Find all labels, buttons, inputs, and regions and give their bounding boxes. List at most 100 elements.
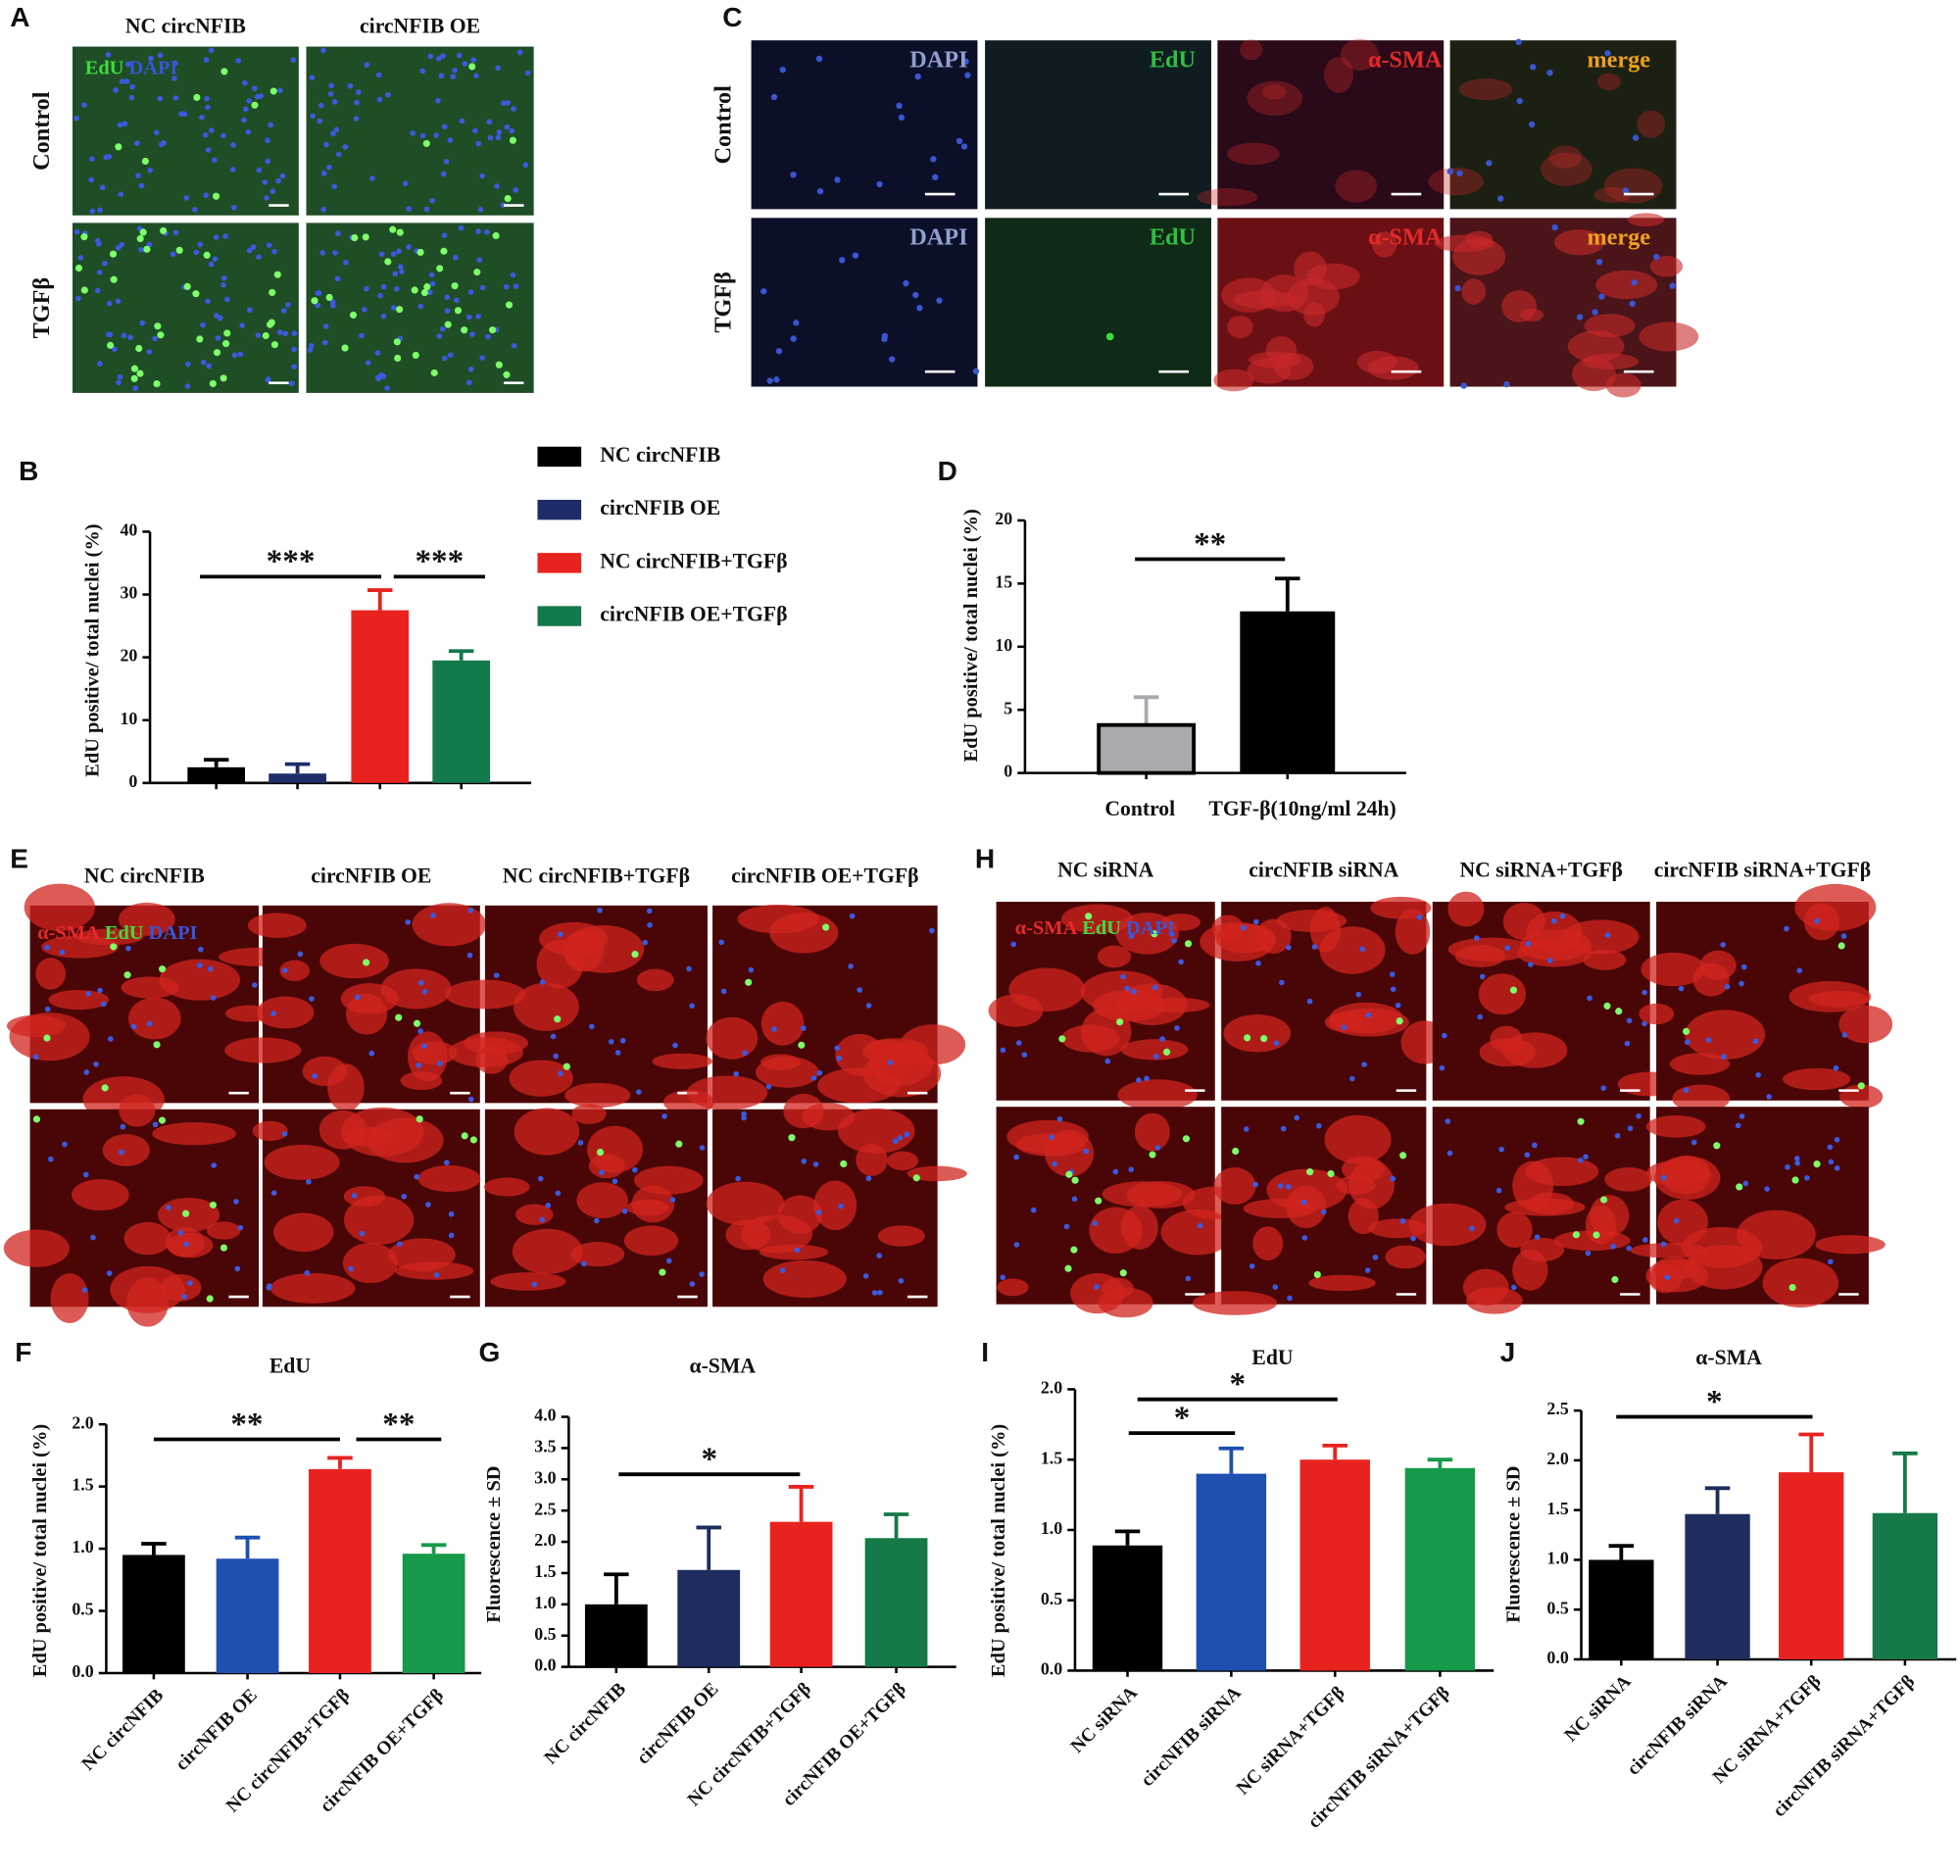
nucleus [262,179,269,185]
nucleus [1389,971,1396,977]
nucleus [390,251,397,257]
y-tick-label: 1.5 [1546,1499,1568,1518]
nucleus [1515,38,1522,46]
nucleus [1439,1064,1446,1071]
cell [1637,110,1666,138]
y-tick-label: 0 [128,771,137,791]
nucleus [433,132,439,138]
cell [813,1180,858,1231]
nucleus [265,158,271,165]
nucleus [170,251,176,258]
nucleus [436,333,443,339]
edu-nucleus [325,293,333,302]
edu-nucleus [143,245,151,253]
cell [1548,145,1583,169]
nucleus [117,373,123,380]
edu-nucleus [396,228,404,236]
edu-nucleus [504,194,512,203]
nucleus [265,376,271,383]
y-tick-label: 0.5 [534,1624,556,1644]
nucleus [94,287,101,294]
cell [75,928,144,946]
nucleus [152,1121,159,1128]
nucleus [1272,1284,1279,1290]
edu-nucleus [1857,1082,1865,1090]
panel-letter: C [722,2,742,32]
nucleus [1614,1132,1621,1139]
cell [686,1075,768,1111]
nucleus [320,47,326,54]
nucleus [1551,223,1558,231]
nucleus [254,93,261,100]
nucleus [794,1247,801,1254]
cell [152,1121,236,1146]
nucleus [297,951,304,958]
nucleus [930,156,937,163]
nucleus [495,65,501,72]
cell [877,1225,925,1247]
edu-nucleus [675,1140,683,1148]
cell [1340,38,1380,71]
nucleus [522,162,529,169]
edu-nucleus [389,225,397,233]
y-axis-label: EdU positive/ total nuclei (%) [81,523,103,776]
nucleus [1071,1196,1078,1203]
cell [1459,78,1513,101]
nucleus [423,206,430,213]
edu-nucleus [362,233,369,241]
cell [48,989,110,1011]
nucleus [138,247,144,253]
cell [1567,330,1625,363]
nucleus [665,1258,672,1264]
nucleus [635,1089,642,1095]
bar [584,1604,648,1667]
nucleus [812,1161,819,1167]
cell [1385,1245,1426,1269]
nucleus [365,360,371,366]
edu-nucleus [270,87,277,95]
nucleus [1010,941,1016,948]
edu-nucleus [273,271,281,278]
cell [1520,1237,1565,1262]
edu-nucleus [209,1201,217,1209]
nucleus [392,271,399,277]
nucleus [285,302,291,308]
legend-label: circNFIB OE+TGFβ [600,603,787,626]
nucleus [123,78,130,84]
cell [1628,213,1665,227]
edu-nucleus [1149,1151,1156,1159]
nucleus [914,73,921,80]
nucleus [810,1075,817,1081]
edu-nucleus [469,1136,477,1144]
y-tick-label: 10 [995,635,1012,655]
nucleus [1632,134,1640,141]
bar [351,610,410,783]
bar [432,660,490,783]
edu-nucleus [1306,1168,1314,1176]
cell [110,1265,185,1313]
edu-nucleus [1232,1147,1240,1156]
edu-nucleus [1119,1269,1127,1277]
nucleus [1766,1094,1772,1100]
nucleus [513,187,519,193]
cell [1134,1112,1170,1152]
edu-nucleus [182,1210,190,1217]
cell [224,1037,302,1063]
edu-nucleus [788,1134,796,1142]
nucleus [77,255,84,261]
nucleus [135,173,141,179]
nucleus [1136,1077,1142,1083]
nucleus [1504,945,1511,951]
nucleus [309,996,315,1002]
nucleus [876,180,883,188]
nucleus [252,85,258,91]
edu-nucleus [1396,1017,1403,1025]
significance-label: ** [382,1406,415,1442]
y-tick-label: 0.5 [1546,1598,1568,1617]
cell [1428,168,1484,196]
column-header: NC circNFIB [125,14,246,37]
nucleus [479,173,485,179]
cell [3,1229,70,1267]
nucleus [307,347,314,353]
edu-nucleus [1162,1048,1171,1056]
